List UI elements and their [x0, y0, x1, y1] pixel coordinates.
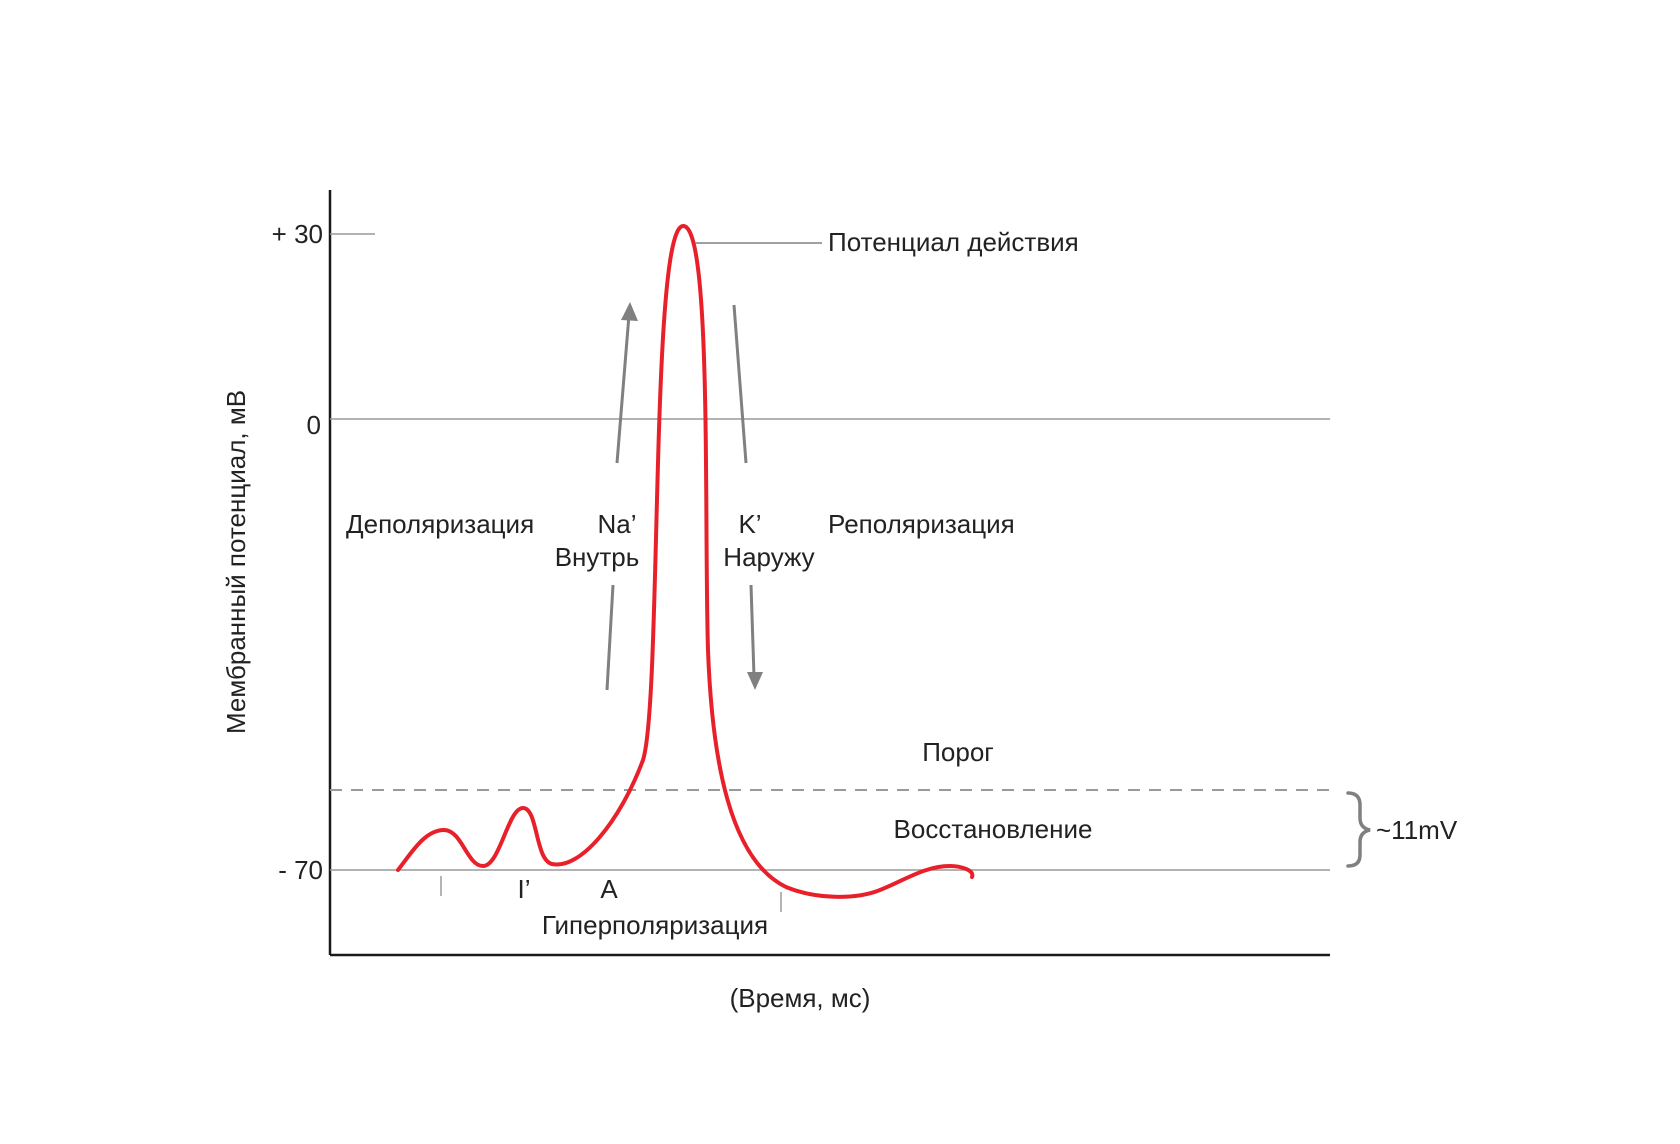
action-potential-curve: [396, 223, 975, 899]
na-direction-label: Внутрь: [555, 542, 640, 572]
threshold-label: Порог: [922, 737, 994, 767]
y-tick-plus30: + 30: [272, 219, 323, 249]
action-potential-label: Потенциал действия: [828, 227, 1079, 257]
curly-brace-icon: [1346, 791, 1371, 868]
x-axis-label: (Время, мс): [730, 983, 871, 1013]
depolarization-label: Деполяризация: [346, 509, 534, 539]
threshold-gap-label: ~11mV: [1376, 815, 1458, 845]
k-ion-label: K’: [738, 509, 761, 539]
arrow-up-icon: [605, 302, 638, 691]
marker-i-label: I’: [518, 874, 531, 904]
arrow-down-icon: [732, 304, 763, 690]
marker-a-label: A: [600, 874, 618, 904]
hyperpolarization-label: Гиперполяризация: [542, 910, 768, 940]
k-direction-label: Наружу: [723, 542, 814, 572]
recovery-label: Восстановление: [894, 814, 1093, 844]
repolarization-label: Реполяризация: [828, 509, 1015, 539]
y-tick-minus70: - 70: [278, 855, 323, 885]
y-axis-label: Мембранный потенциал, мВ: [221, 390, 251, 734]
y-tick-zero: 0: [307, 410, 321, 440]
na-ion-label: Na’: [597, 509, 636, 539]
